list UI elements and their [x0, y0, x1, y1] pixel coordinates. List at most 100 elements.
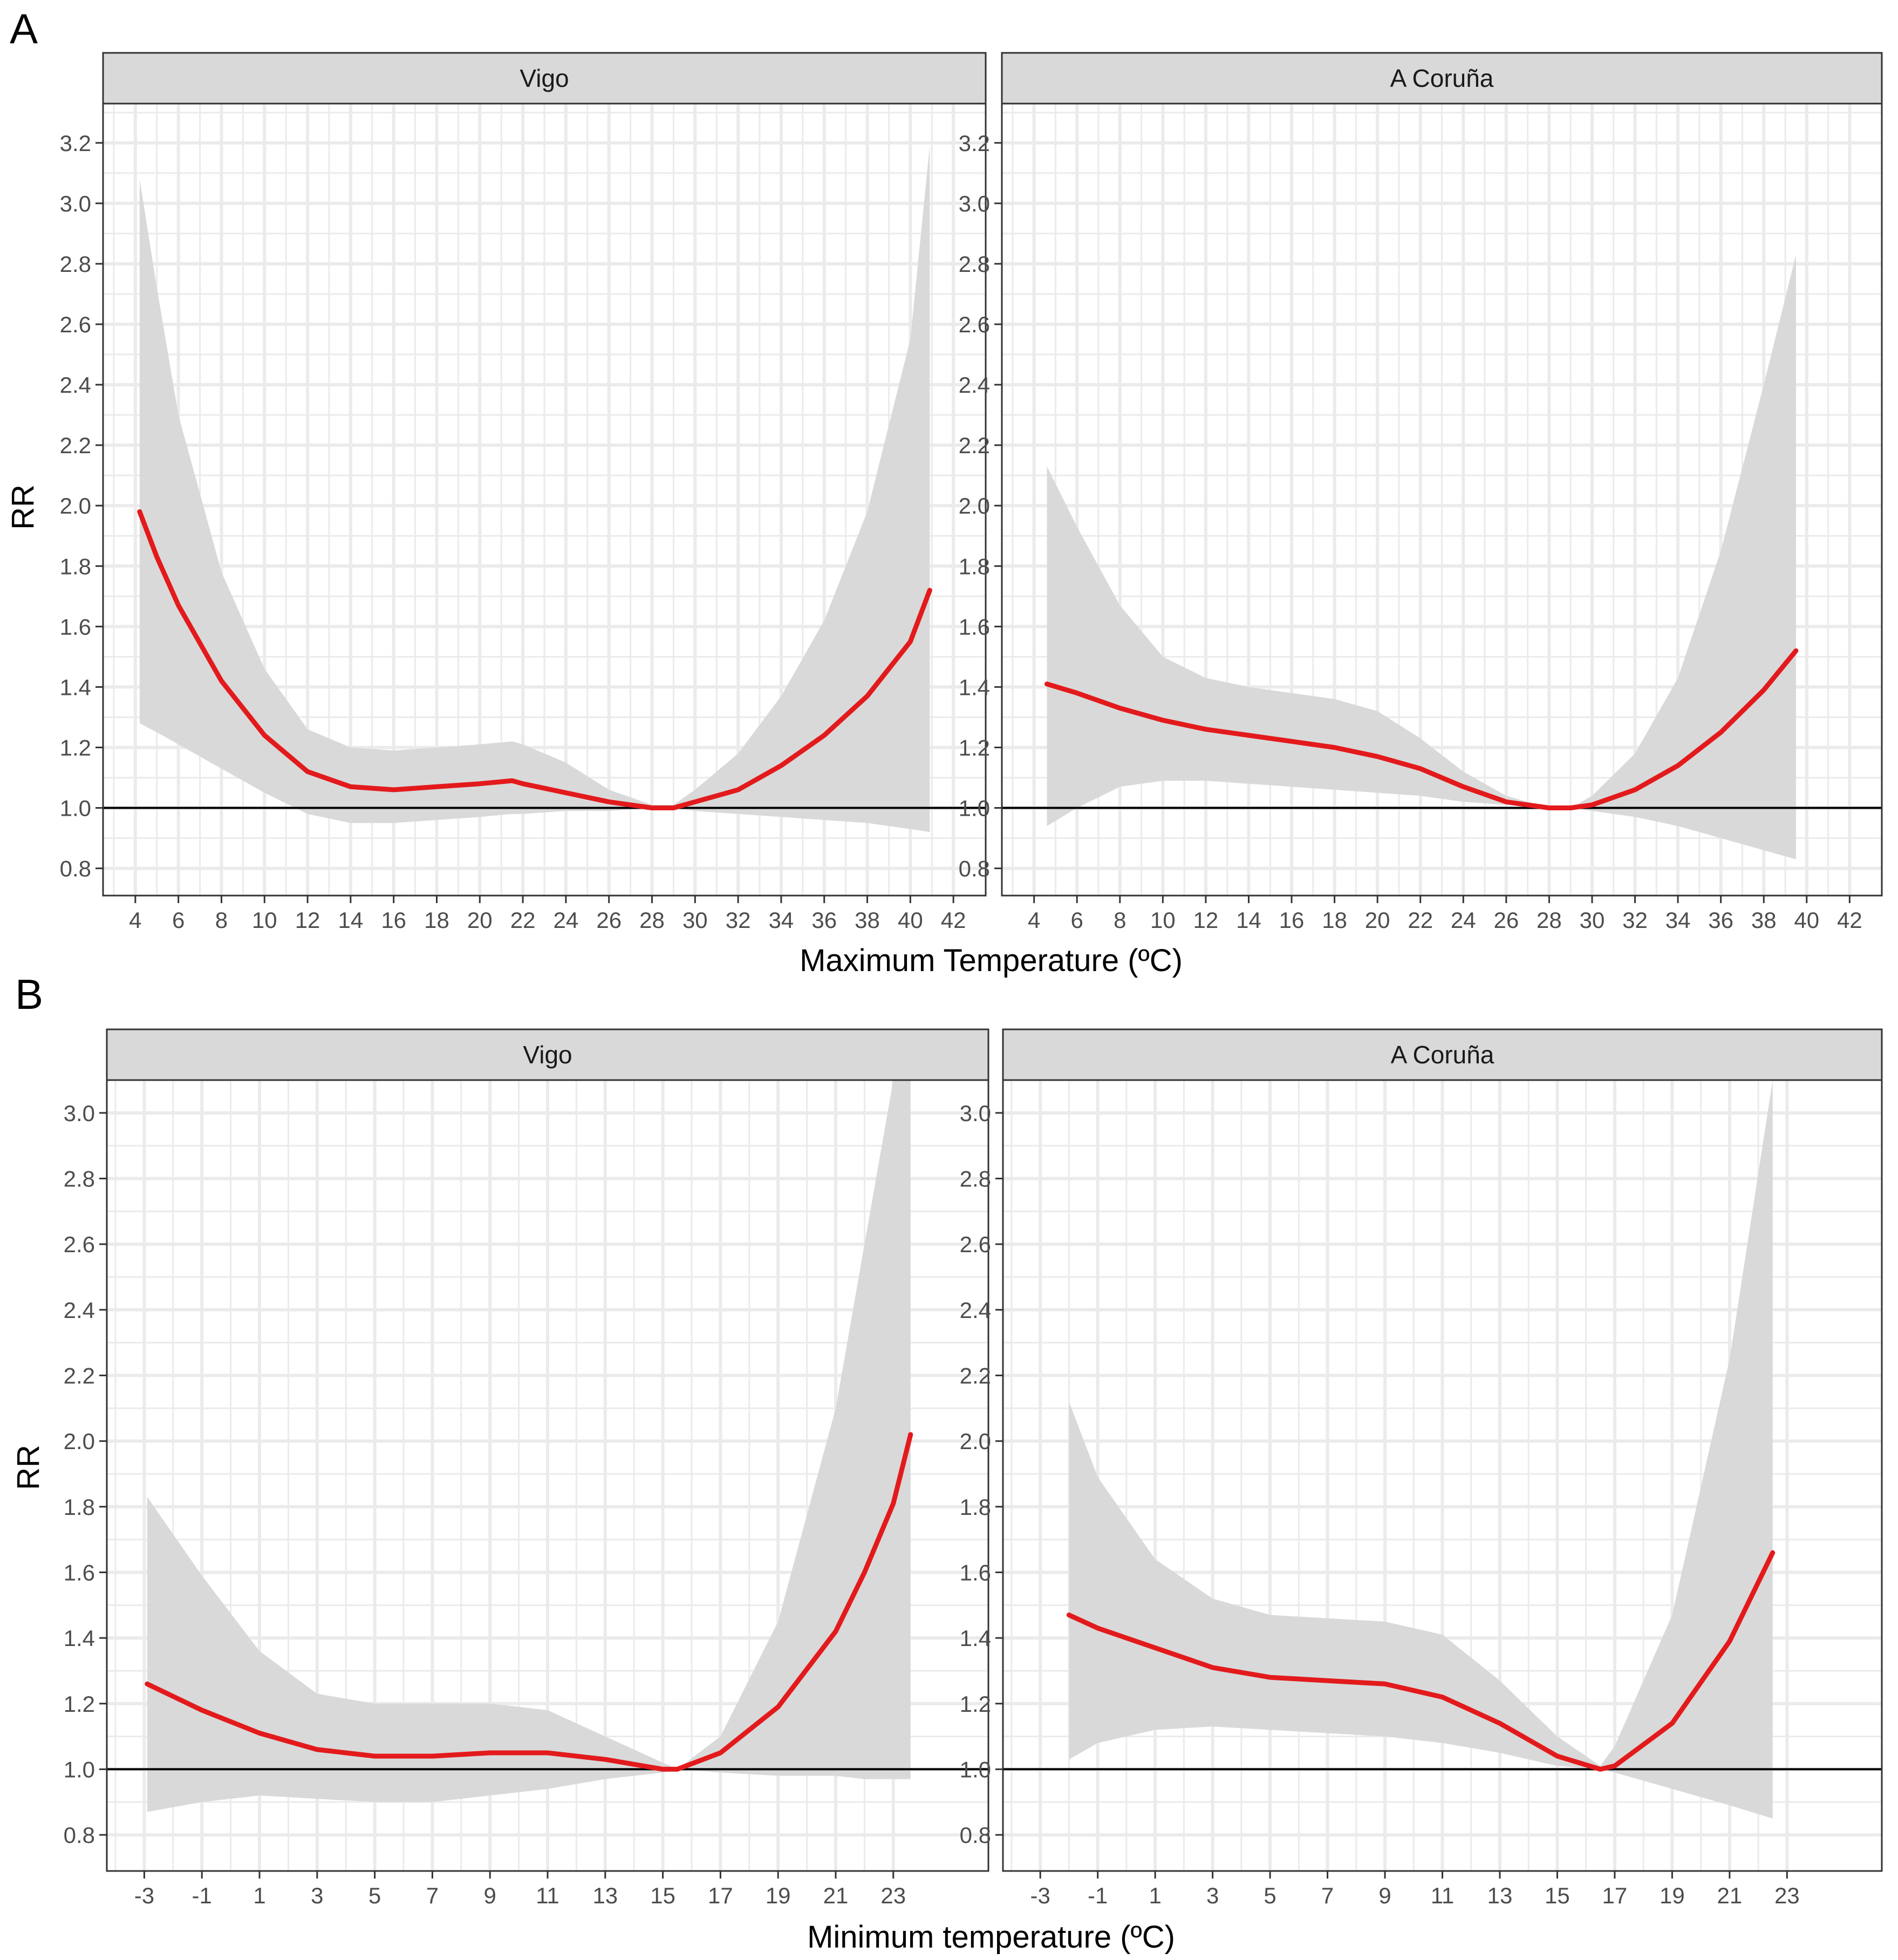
x-tick-label: 34: [769, 907, 794, 933]
y-tick-label: 1.6: [64, 1560, 95, 1585]
y-tick-label: 2.2: [960, 1363, 991, 1388]
x-tick-label: 40: [898, 907, 923, 933]
x-tick-label: 42: [1837, 907, 1862, 933]
y-tick-label: 1.6: [959, 614, 990, 639]
facet-panels: Vigo 0.8 1.0 1.2 1.4 1.6 1.8 2.0 2.2 2.4 2.6 2.8 3.0…: [60, 52, 1883, 1908]
x-tick-label: 36: [811, 907, 837, 933]
x-tick-label: 10: [252, 907, 277, 933]
x-tick-label: 23: [880, 1883, 906, 1908]
rr-curve: [1066, 1550, 1776, 1772]
x-tick-label: 30: [1580, 907, 1605, 933]
panel-a-y-axis-title: RR: [5, 484, 40, 530]
x-tick-label: 8: [215, 907, 228, 933]
x-tick-label: 11: [1431, 1883, 1455, 1908]
x-tick-label: 19: [1660, 1883, 1685, 1908]
y-tick-label: 1.8: [959, 554, 990, 579]
facet-strip-label: A Coruña: [1391, 1041, 1494, 1069]
x-tick-label: 7: [1321, 1883, 1334, 1908]
y-tick-label: 1.8: [60, 554, 91, 579]
x-tick-label: 12: [1193, 907, 1219, 933]
facet-b-vigo: Vigo 0.8 1.0 1.2 1.4 1.6 1.8 2.0 2.2 2.4 2.6 2.8 3.0…: [64, 1028, 989, 1908]
y-tick-label: 2.2: [64, 1363, 95, 1388]
y-tick-label: 1.6: [960, 1560, 991, 1585]
rr-curve: [137, 509, 932, 810]
x-tick-label: 21: [1717, 1883, 1742, 1908]
y-tick-label: 1.8: [960, 1494, 991, 1520]
gridlines: [1003, 1080, 1882, 1871]
x-tick-label: 15: [1545, 1883, 1570, 1908]
x-tick-label: 7: [426, 1883, 439, 1908]
y-tick-label: 0.8: [959, 856, 990, 882]
x-tick-label: -1: [192, 1883, 212, 1908]
y-tick-label: 2.2: [959, 433, 990, 458]
y-tick-label: 0.8: [960, 1822, 991, 1848]
x-tick-label: 40: [1794, 907, 1819, 933]
x-tick-label: 1: [253, 1883, 265, 1908]
y-tick-label: 2.6: [959, 312, 990, 337]
x-tick-label: 5: [368, 1883, 381, 1908]
x-tick-label: 32: [726, 907, 751, 933]
y-tick-label: 2.8: [64, 1166, 95, 1191]
facet-b-a-coruna: A Coruña 0.8 1.0 1.2 1.4 1.6 1.8 2.0 2.2 2.4 2.6 2.…: [960, 1028, 1883, 1908]
y-tick-label: 3.0: [959, 191, 990, 216]
panel-a-letter: A: [10, 5, 38, 52]
y-tick-label: 2.4: [960, 1297, 991, 1323]
y-tick-label: 2.0: [960, 1429, 991, 1454]
confidence-ribbon: [147, 1080, 911, 1812]
x-tick-label: 32: [1622, 907, 1648, 933]
y-tick-label: 1.2: [959, 735, 990, 760]
x-tick-label: 16: [1279, 907, 1305, 933]
x-tick-label: 20: [467, 907, 493, 933]
x-tick-label: 36: [1708, 907, 1733, 933]
rr-curve: [145, 1432, 913, 1772]
y-tick-label: 1.8: [64, 1494, 95, 1520]
x-tick-label: 38: [855, 907, 880, 933]
x-tick-label: 26: [1493, 907, 1519, 933]
y-tick-label: 1.2: [64, 1691, 95, 1717]
x-tick-label: -3: [1030, 1883, 1050, 1908]
y-tick-label: 0.8: [60, 856, 91, 882]
x-tick-label: 28: [639, 907, 665, 933]
y-tick-label: 2.4: [959, 372, 990, 398]
x-tick-label: 34: [1665, 907, 1691, 933]
confidence-ribbon: [1069, 1080, 1773, 1819]
x-tick-label: -3: [134, 1883, 154, 1908]
y-tick-label: 2.6: [64, 1232, 95, 1257]
x-tick-label: 24: [554, 907, 579, 933]
x-tick-label: 6: [1071, 907, 1083, 933]
y-tick-label: 3.2: [959, 131, 990, 156]
x-tick-label: 14: [338, 907, 364, 933]
x-tick-label: 22: [510, 907, 536, 933]
x-tick-label: 17: [1602, 1883, 1628, 1908]
facet-strip-label: A Coruña: [1390, 64, 1494, 92]
y-tick-label: 2.8: [60, 251, 91, 277]
y-tick-label: 2.8: [959, 251, 990, 277]
x-tick-label: 3: [1206, 1883, 1219, 1908]
y-tick-label: 2.8: [960, 1166, 991, 1191]
y-tick-label: 3.2: [60, 131, 91, 156]
y-tick-label: 2.6: [60, 312, 91, 337]
facet-strip-label: Vigo: [520, 64, 569, 92]
x-tick-label: 3: [311, 1883, 323, 1908]
x-tick-label: 26: [596, 907, 622, 933]
facet-strip-label: Vigo: [523, 1041, 572, 1069]
x-tick-label: 15: [650, 1883, 675, 1908]
x-tick-label: 10: [1150, 907, 1176, 933]
x-tick-label: 28: [1537, 907, 1562, 933]
y-tick-label: 2.2: [60, 433, 91, 458]
y-tick-label: 1.4: [60, 674, 91, 700]
x-tick-label: -1: [1088, 1883, 1108, 1908]
y-tick-label: 2.6: [960, 1232, 991, 1257]
x-tick-label: 24: [1451, 907, 1476, 933]
x-tick-label: 42: [941, 907, 966, 933]
y-tick-label: 3.0: [64, 1101, 95, 1126]
y-tick-label: 2.4: [64, 1297, 95, 1323]
y-tick-label: 2.0: [60, 493, 91, 518]
x-tick-label: 17: [708, 1883, 733, 1908]
x-tick-label: 8: [1114, 907, 1126, 933]
y-tick-label: 3.0: [60, 191, 91, 216]
panel-b-letter: B: [15, 971, 43, 1018]
x-tick-label: 4: [129, 907, 141, 933]
data-layer: [107, 1080, 988, 1812]
